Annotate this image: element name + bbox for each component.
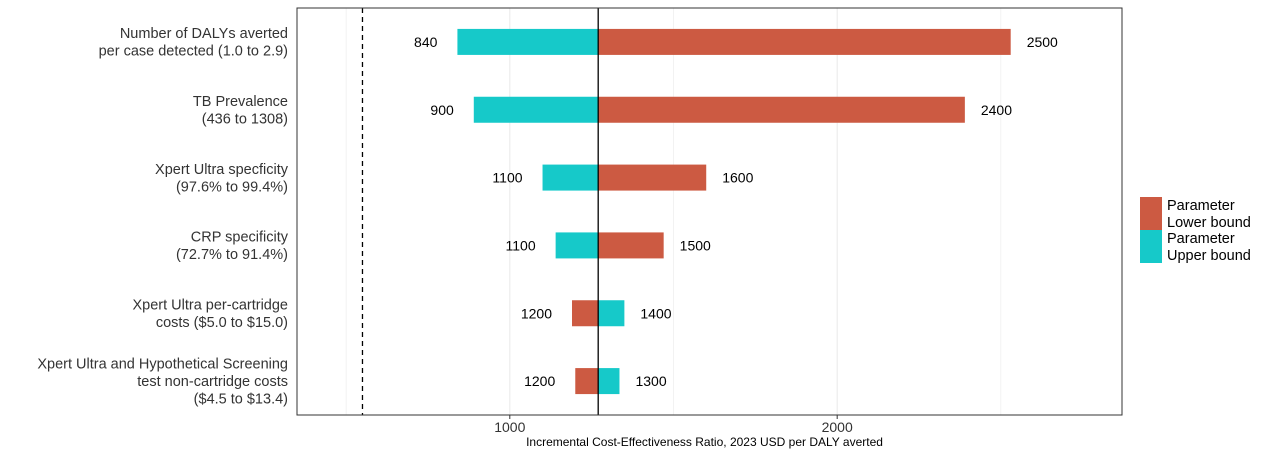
- lower-bound-bar: [598, 164, 707, 191]
- lower-bound-bar: [572, 300, 599, 327]
- lower-bound-value-label: 2500: [1027, 34, 1058, 50]
- upper-bound-value-label: 1100: [506, 237, 536, 253]
- y-axis-category-label: Xpert Ultra per-cartridge: [132, 298, 288, 314]
- x-axis-title: Incremental Cost-Effectiveness Ratio, 20…: [526, 435, 883, 449]
- y-axis-category-label: ($4.5 to $13.4): [194, 392, 288, 408]
- y-axis-labels: Number of DALYs averted per case detected…: [37, 26, 288, 407]
- legend-label: Parameter: [1167, 231, 1235, 247]
- lower-bound-bar: [598, 232, 664, 259]
- upper-bound-value-label: 1300: [635, 373, 666, 389]
- y-axis-category-label: (436 to 1308): [202, 112, 288, 128]
- upper-bound-value-label: 1100: [492, 170, 522, 186]
- y-axis-category-label: Xpert Ultra and Hypothetical Screening: [37, 357, 288, 373]
- y-axis-category-label: Xpert Ultra specficity: [155, 162, 289, 178]
- upper-bound-bar: [598, 368, 620, 395]
- lower-bound-value-label: 1200: [524, 373, 555, 389]
- lower-bound-bar: [598, 96, 965, 123]
- panel-border: [296, 7, 1123, 416]
- y-axis-category-label: CRP specificity: [191, 230, 289, 246]
- y-axis-category-label: per case detected (1.0 to 2.9): [99, 44, 288, 60]
- legend-label: Lower bound: [1167, 215, 1251, 231]
- y-axis-category-label: Number of DALYs averted: [120, 26, 288, 42]
- upper-bound-bar: [555, 232, 599, 259]
- x-tick-label: 1000: [494, 419, 525, 435]
- legend-swatch-upper: [1140, 230, 1162, 263]
- lower-bound-bar: [575, 368, 599, 395]
- upper-bound-value-label: 900: [430, 102, 454, 118]
- y-axis-category-label: (72.7% to 91.4%): [176, 247, 288, 263]
- lower-bound-bar: [598, 28, 1011, 55]
- legend-label: Parameter: [1167, 198, 1235, 214]
- lower-bound-value-label: 1500: [680, 237, 711, 253]
- data-labels: 2500 840 2400 900 1600 1100 1500 1100 1200 1400 12…: [414, 34, 1058, 389]
- bars: [457, 28, 1011, 395]
- upper-bound-bar: [598, 300, 625, 327]
- upper-bound-value-label: 1400: [640, 305, 671, 321]
- upper-bound-bar: [457, 28, 599, 55]
- upper-bound-value-label: 840: [414, 34, 438, 50]
- legend-label: Upper bound: [1167, 248, 1251, 264]
- lower-bound-value-label: 1200: [521, 305, 552, 321]
- upper-bound-bar: [473, 96, 599, 123]
- y-axis-category-label: test non-cartridge costs: [137, 374, 288, 390]
- upper-bound-bar: [542, 164, 599, 191]
- lower-bound-value-label: 1600: [722, 170, 753, 186]
- y-axis-category-label: costs ($5.0 to $15.0): [156, 315, 288, 331]
- legend-swatch-lower: [1140, 197, 1162, 230]
- y-axis-category-label: (97.6% to 99.4%): [176, 179, 288, 195]
- y-axis-category-label: TB Prevalence: [193, 94, 288, 110]
- x-axis: 1000 2000: [494, 415, 853, 435]
- lower-bound-value-label: 2400: [981, 102, 1012, 118]
- x-tick-label: 2000: [822, 419, 853, 435]
- gridlines: [345, 8, 1002, 415]
